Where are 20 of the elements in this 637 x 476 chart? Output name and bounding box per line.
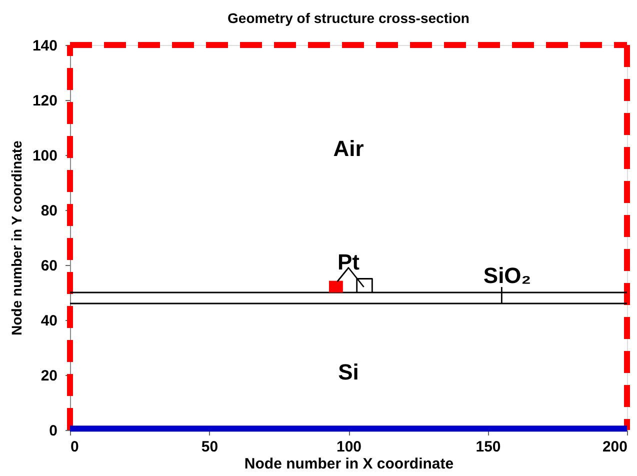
y-tick-label: 60 xyxy=(40,258,58,274)
annotation: Pt xyxy=(338,250,360,275)
x-axis-title: Node number in X coordinate xyxy=(244,456,454,472)
annotation: Air xyxy=(333,136,364,161)
x-tick-label: 200 xyxy=(602,438,628,456)
annotation: SiO₂ xyxy=(483,263,532,288)
y-tick-label: 120 xyxy=(32,92,58,110)
x-tick-label: 150 xyxy=(476,438,501,456)
chart-title: Geometry of structure cross-section xyxy=(228,10,470,26)
y-tick-label: 40 xyxy=(40,312,58,330)
y-tick-label: 80 xyxy=(40,202,58,220)
annotation: Si xyxy=(338,359,359,384)
y-tick-label: 100 xyxy=(32,148,58,164)
y-axis-title: Node number in Y coordinate xyxy=(8,140,24,336)
y-tick-label: 20 xyxy=(40,368,58,384)
x-tick-label: 100 xyxy=(336,438,362,456)
y-tick-label: 0 xyxy=(49,422,58,440)
x-tick-label: 50 xyxy=(201,438,218,456)
x-tick-label: 0 xyxy=(70,438,79,456)
y-tick-label: 140 xyxy=(32,38,58,54)
